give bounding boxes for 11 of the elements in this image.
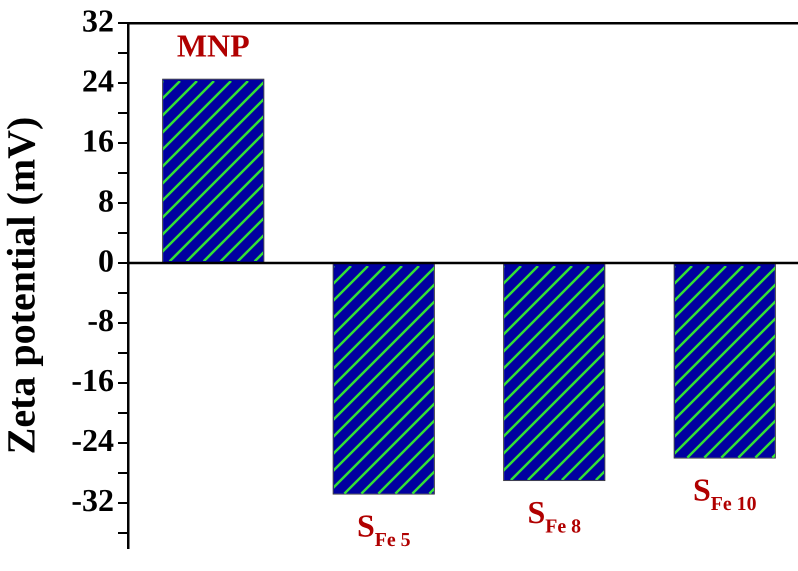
x-tick-label: MNP	[176, 28, 250, 64]
y-tick-label: -8	[87, 302, 114, 338]
y-tick-label: -24	[71, 422, 114, 458]
y-tick-label: 24	[82, 62, 114, 98]
y-tick-label: 32	[82, 2, 114, 38]
y-tick-label: -16	[71, 362, 114, 398]
y-tick-label: 8	[98, 182, 114, 218]
y-tick-label: -32	[71, 482, 114, 518]
y-tick-label: 16	[82, 122, 114, 158]
y-tick-label: 0	[98, 242, 114, 278]
y-axis-title: Zeta potential (mV)	[0, 116, 44, 454]
